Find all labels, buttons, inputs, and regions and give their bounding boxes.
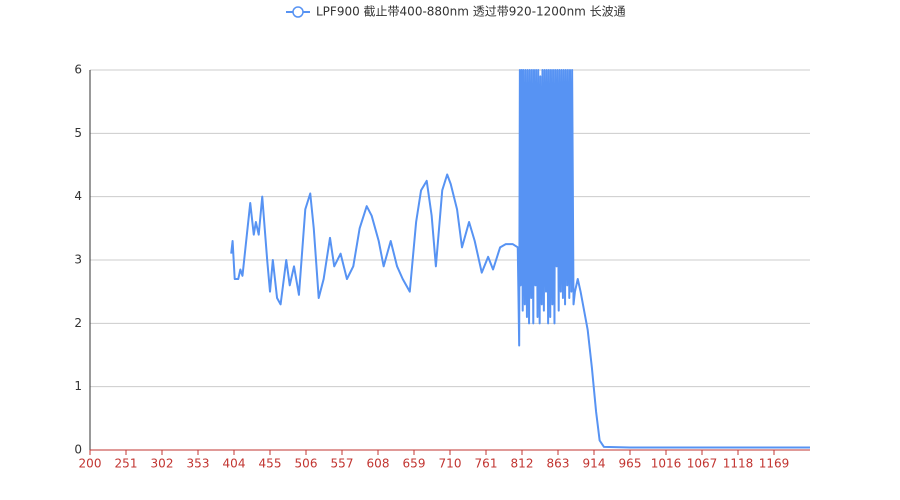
x-tick-label: 965 bbox=[619, 457, 642, 471]
y-tick-label: 4 bbox=[74, 189, 82, 203]
x-tick-label: 455 bbox=[259, 457, 282, 471]
x-tick-label: 506 bbox=[295, 457, 318, 471]
y-tick-label: 5 bbox=[74, 126, 82, 140]
x-tick-label: 1016 bbox=[651, 457, 682, 471]
y-tick-label: 1 bbox=[74, 379, 82, 393]
y-tick-label: 0 bbox=[74, 443, 82, 457]
x-tick-label: 1169 bbox=[759, 457, 790, 471]
x-tick-label: 200 bbox=[79, 457, 102, 471]
legend[interactable]: LPF900 截止带400-880nm 透过带920-1200nm 长波通 bbox=[286, 5, 626, 19]
x-tick-label: 302 bbox=[151, 457, 174, 471]
x-tick-label: 251 bbox=[115, 457, 138, 471]
x-tick-label: 353 bbox=[187, 457, 210, 471]
data-line bbox=[230, 69, 810, 449]
x-tick-label: 812 bbox=[511, 457, 534, 471]
legend-label: LPF900 截止带400-880nm 透过带920-1200nm 长波通 bbox=[316, 5, 626, 19]
legend-marker bbox=[292, 6, 304, 18]
x-tick-label: 659 bbox=[403, 457, 426, 471]
x-tick-label: 863 bbox=[547, 457, 570, 471]
x-tick-label: 914 bbox=[583, 457, 606, 471]
x-tick-label: 557 bbox=[331, 457, 354, 471]
x-tick-label: 1118 bbox=[723, 457, 754, 471]
y-tick-label: 3 bbox=[74, 253, 82, 267]
x-tick-label: 710 bbox=[439, 457, 462, 471]
y-tick-label: 6 bbox=[74, 63, 82, 77]
y-tick-label: 2 bbox=[74, 316, 82, 330]
x-tick-label: 608 bbox=[367, 457, 390, 471]
x-tick-label: 761 bbox=[475, 457, 498, 471]
x-tick-label: 404 bbox=[223, 457, 246, 471]
x-tick-label: 1067 bbox=[687, 457, 718, 471]
